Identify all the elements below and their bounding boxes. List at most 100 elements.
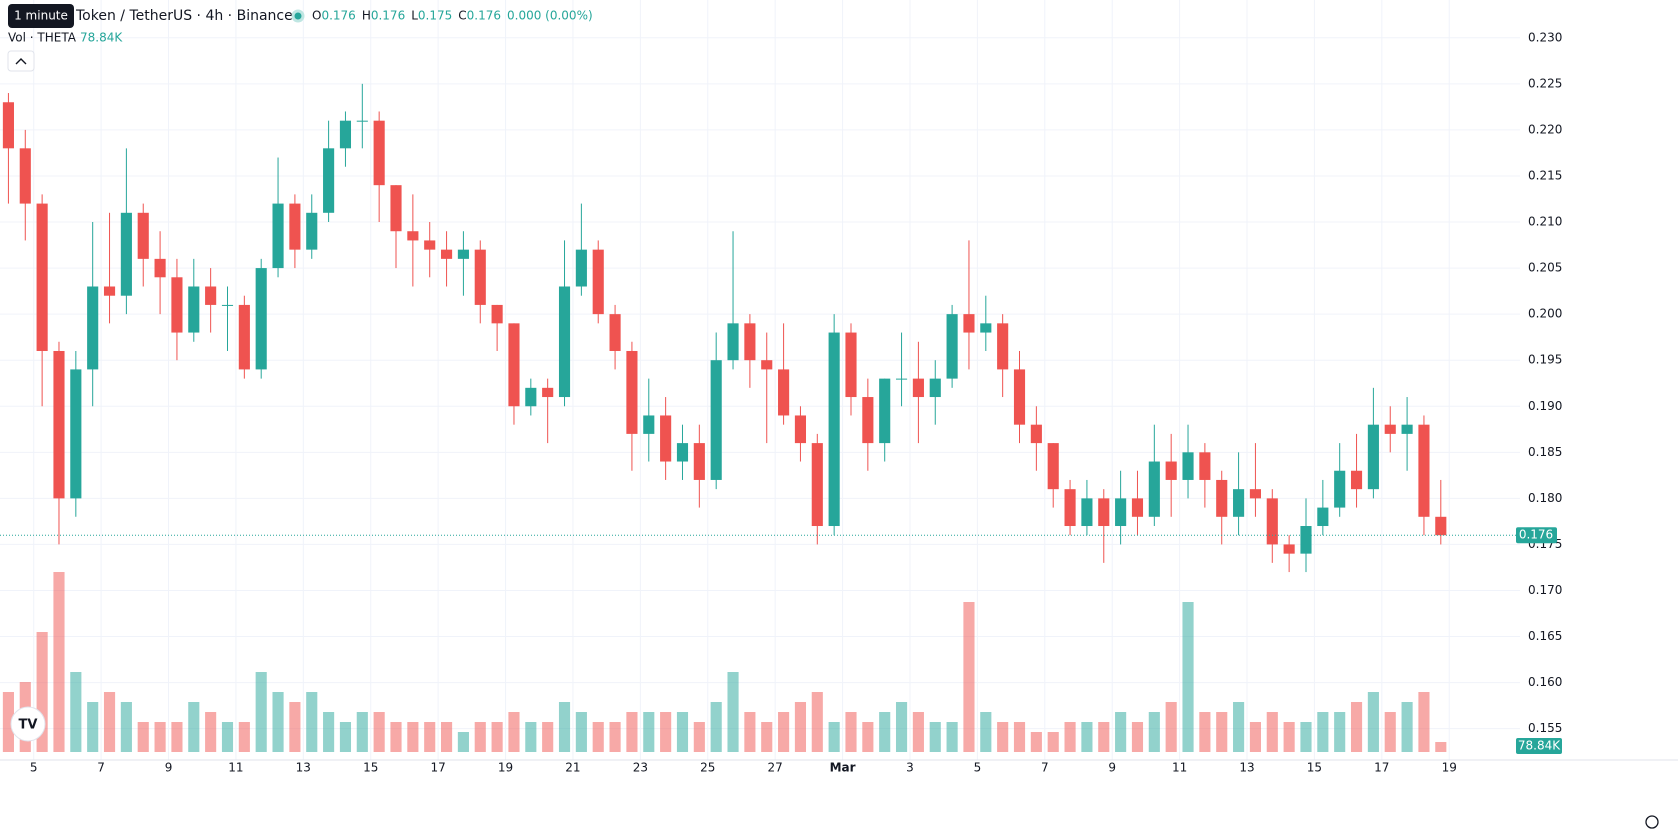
x-tick-label: 27 — [768, 761, 783, 775]
x-tick-label: 5 — [974, 761, 982, 775]
volume-bar — [390, 722, 402, 752]
volume-bar — [188, 702, 200, 752]
volume-bar — [542, 722, 554, 752]
volume-bar — [508, 712, 520, 752]
candle-body — [457, 249, 469, 259]
volume-bar — [120, 702, 132, 752]
x-tick-label: 17 — [430, 761, 445, 775]
volume-bar — [457, 732, 469, 752]
x-tick-label: Mar — [830, 761, 856, 775]
volume-bar — [811, 692, 823, 752]
candle-body — [1081, 498, 1093, 527]
market-status[interactable] — [291, 9, 305, 23]
candle-body — [188, 286, 200, 333]
candle-body — [727, 323, 739, 361]
candle-body — [356, 120, 368, 122]
x-tick-label: 21 — [565, 761, 580, 775]
candle-body — [1115, 498, 1127, 527]
volume-bar — [306, 692, 318, 752]
volume-bar — [1401, 702, 1413, 752]
volume-bar — [339, 722, 352, 752]
volume-bar — [1283, 722, 1295, 752]
volume-bar — [727, 672, 739, 752]
volume-bar — [895, 702, 908, 752]
y-tick-label: 0.170 — [1528, 583, 1562, 597]
candle-body — [103, 286, 116, 296]
volume-bar — [1148, 712, 1160, 752]
candle-body — [19, 148, 31, 204]
candle-body — [693, 443, 705, 480]
candle-body — [1216, 479, 1228, 517]
volume-bar — [525, 722, 537, 752]
ohlc-key: C — [458, 9, 466, 23]
y-tick-label: 0.230 — [1528, 30, 1562, 44]
volume-bar — [626, 712, 638, 752]
volume-tag — [1516, 738, 1562, 754]
volume-bar — [1030, 732, 1042, 752]
volume-bar — [845, 712, 857, 752]
candle-body — [289, 203, 301, 250]
volume-bar — [154, 722, 166, 752]
candle-body — [626, 350, 638, 434]
y-tick-label: 0.205 — [1528, 261, 1562, 275]
volume-bar — [1064, 722, 1076, 752]
candle-body — [2, 102, 14, 149]
volume-bar — [474, 722, 486, 752]
candle-body — [676, 443, 689, 462]
volume-bar — [693, 722, 705, 752]
candle-body — [1317, 507, 1329, 527]
candle-body — [205, 286, 217, 305]
settings-icon[interactable] — [1645, 815, 1659, 829]
candle-body — [946, 314, 958, 379]
volume-bar — [862, 722, 874, 752]
volume-bar — [1367, 692, 1379, 752]
candle-body — [879, 378, 891, 444]
volume-bar — [1266, 712, 1278, 752]
x-tick-label: 9 — [1108, 761, 1116, 775]
volume-bar — [272, 692, 284, 752]
candle-body — [997, 323, 1009, 370]
candle-body — [154, 258, 166, 278]
candle-body — [525, 387, 537, 407]
candle-body — [1367, 424, 1379, 490]
volume-bar — [1233, 702, 1245, 752]
volume-bar — [1300, 722, 1312, 752]
candle-body — [1182, 452, 1194, 480]
tooltip-box — [8, 4, 74, 28]
volume-bar — [963, 602, 975, 752]
candle-body — [407, 231, 419, 241]
candle-body — [845, 332, 857, 398]
candle-body — [744, 323, 756, 361]
candle-body — [272, 203, 284, 269]
volume-bar — [205, 712, 217, 752]
candle-body — [390, 185, 402, 232]
volume-bar — [1317, 712, 1329, 752]
volume-bar — [87, 702, 99, 752]
ohlc-value: 0.176 — [371, 9, 405, 23]
volume-bar — [912, 712, 924, 752]
candle-body — [1401, 424, 1413, 434]
candle-body — [980, 323, 992, 333]
candle-body — [70, 369, 82, 499]
candle-body — [53, 350, 65, 499]
volume-bar — [1131, 722, 1144, 752]
volume-bar — [558, 702, 571, 752]
x-tick-label: 7 — [1041, 761, 1049, 775]
symbol-title[interactable]: Token / TetherUS · 4h · Binance — [75, 8, 293, 24]
candle-body — [963, 314, 975, 333]
candle-body — [474, 249, 486, 305]
candle-body — [1131, 498, 1144, 517]
ohlc-key: H — [362, 9, 371, 23]
volume-bar — [744, 712, 756, 752]
candle-body — [1148, 461, 1160, 517]
collapse-button[interactable] — [7, 50, 35, 72]
candle-body — [660, 415, 672, 462]
volume-bar — [997, 722, 1009, 752]
volume-bar — [441, 722, 453, 752]
last-price-label: 0.176 — [1519, 528, 1553, 542]
logo[interactable] — [10, 706, 46, 742]
x-tick-label: 11 — [1172, 761, 1187, 775]
tooltip: 1 minute — [14, 9, 68, 23]
volume-bar — [676, 712, 689, 752]
x-tick-label: 23 — [633, 761, 648, 775]
